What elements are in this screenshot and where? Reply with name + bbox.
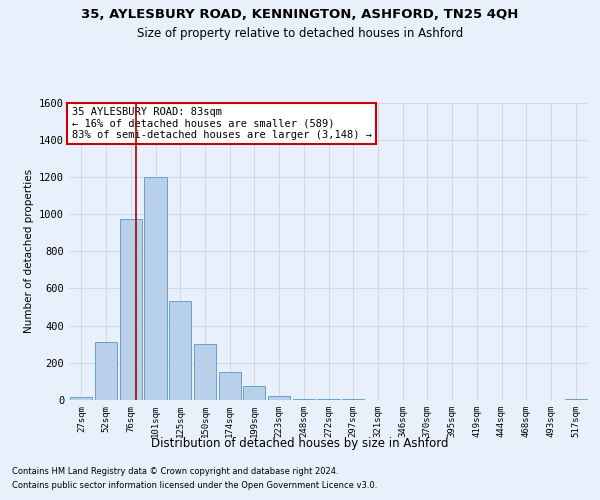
Bar [70,397,92,400]
Bar [95,342,117,400]
Bar [243,386,265,400]
Bar [342,399,364,400]
Text: 35 AYLESBURY ROAD: 83sqm
← 16% of detached houses are smaller (589)
83% of semi-: 35 AYLESBURY ROAD: 83sqm ← 16% of detach… [71,107,371,140]
Y-axis label: Number of detached properties: Number of detached properties [23,169,34,334]
Bar [169,302,191,400]
Bar [119,218,142,400]
Bar [317,399,340,400]
Bar [145,177,167,400]
Bar [194,344,216,400]
Bar [218,372,241,400]
Bar [565,399,587,400]
Bar [268,396,290,400]
Text: Contains HM Land Registry data © Crown copyright and database right 2024.: Contains HM Land Registry data © Crown c… [12,468,338,476]
Bar [293,399,315,400]
Text: Size of property relative to detached houses in Ashford: Size of property relative to detached ho… [137,28,463,40]
Text: Contains public sector information licensed under the Open Government Licence v3: Contains public sector information licen… [12,481,377,490]
Text: Distribution of detached houses by size in Ashford: Distribution of detached houses by size … [151,438,449,450]
Text: 35, AYLESBURY ROAD, KENNINGTON, ASHFORD, TN25 4QH: 35, AYLESBURY ROAD, KENNINGTON, ASHFORD,… [82,8,518,20]
